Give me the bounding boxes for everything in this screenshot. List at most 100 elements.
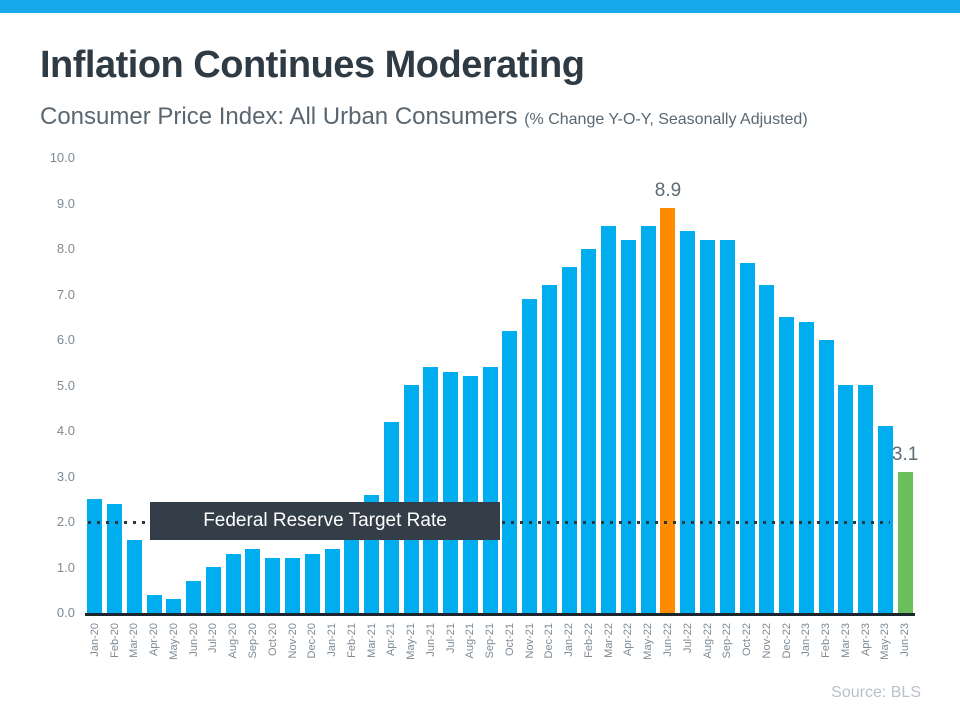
chart-bar-Apr-23 xyxy=(858,385,874,613)
chart-bar-Oct-22 xyxy=(739,263,755,613)
top-accent-bar xyxy=(0,0,960,13)
chart-bar-Nov-20 xyxy=(285,558,300,613)
x-axis-label: Sep-21 xyxy=(484,623,497,659)
x-axis-label: Dec-21 xyxy=(543,623,556,659)
x-axis-label: Oct-20 xyxy=(266,623,279,657)
chart-bar-Feb-20 xyxy=(107,504,123,613)
x-axis-label: Jan-23 xyxy=(800,623,813,657)
bar-value-label: 3.1 xyxy=(891,443,919,465)
chart-bar-Jul-21 xyxy=(443,372,459,613)
page-subtitle: Consumer Price Index: All Urban Consumer… xyxy=(40,103,940,131)
x-axis-label: Feb-23 xyxy=(820,623,833,658)
y-tick-label: 10.0 xyxy=(49,150,75,165)
y-tick-label: 4.0 xyxy=(56,423,75,438)
chart-bar-May-23 xyxy=(877,426,893,613)
x-axis-label: Dec-22 xyxy=(780,623,793,659)
fed-target-rate-label: Federal Reserve Target Rate xyxy=(150,502,500,540)
y-tick-label: 6.0 xyxy=(56,332,75,347)
x-axis-label: Nov-22 xyxy=(760,623,773,659)
y-tick-label: 8.0 xyxy=(56,241,75,256)
chart-bar-Jul-20 xyxy=(205,567,221,613)
x-axis-label: Mar-22 xyxy=(602,623,615,658)
x-axis-label: Aug-21 xyxy=(464,623,477,659)
y-tick-label: 9.0 xyxy=(56,195,75,211)
chart-bar-May-21 xyxy=(403,385,419,613)
source-note: Source: BLS xyxy=(831,684,921,701)
chart-bar-Jul-22 xyxy=(680,231,696,613)
x-axis-label: May-20 xyxy=(167,623,180,660)
x-axis-label: Jan-22 xyxy=(563,623,576,657)
y-tick-label: 5.0 xyxy=(56,377,75,393)
x-axis-label: Mar-20 xyxy=(128,623,141,658)
x-axis-line xyxy=(85,613,915,616)
chart-bar-Sep-21 xyxy=(482,367,498,613)
y-tick-label: 0.0 xyxy=(56,605,75,620)
chart-bar-May-20 xyxy=(166,599,182,613)
x-axis-label: May-22 xyxy=(642,623,655,660)
chart-bar-Feb-23 xyxy=(818,340,834,613)
x-axis-label: Jul-22 xyxy=(681,623,694,653)
chart-bar-Nov-22 xyxy=(759,285,775,613)
x-axis-label: Apr-21 xyxy=(385,623,398,657)
y-tick-label: 7.0 xyxy=(56,286,75,302)
x-axis-label: Apr-23 xyxy=(859,623,872,657)
chart-bar-Aug-22 xyxy=(700,240,715,613)
x-axis-label: Feb-20 xyxy=(108,623,121,658)
x-axis-label: Dec-20 xyxy=(306,623,319,659)
chart-bar-Dec-22 xyxy=(779,317,795,613)
x-axis-label: Aug-20 xyxy=(227,623,240,659)
chart-bar-Feb-22 xyxy=(581,249,597,613)
chart-bar-Jun-23 xyxy=(897,472,913,613)
x-axis-label: Jan-21 xyxy=(326,623,339,657)
chart-bar-Mar-23 xyxy=(838,385,854,613)
chart-bar-Feb-21 xyxy=(344,536,360,613)
chart-bar-Jun-20 xyxy=(186,581,202,613)
x-axis-label: Nov-21 xyxy=(523,623,536,659)
chart-bar-Apr-22 xyxy=(620,240,636,613)
x-axis-label: Feb-22 xyxy=(582,623,595,658)
x-axis-label: Aug-22 xyxy=(701,623,714,659)
page-title: Inflation Continues Moderating xyxy=(40,44,585,86)
chart-bar-Sep-20 xyxy=(245,549,261,613)
chart-bar-Mar-20 xyxy=(126,540,142,613)
x-axis-label: Sep-20 xyxy=(246,623,259,659)
chart-bar-Jan-21 xyxy=(324,549,340,613)
chart-bar-Jan-20 xyxy=(87,499,103,613)
chart-bar-Dec-21 xyxy=(541,285,557,613)
chart-bar-May-22 xyxy=(640,226,656,613)
x-axis-label: Jun-21 xyxy=(424,623,437,657)
subtitle-main: Consumer Price Index: All Urban Consumer… xyxy=(40,103,518,130)
chart-bar-Mar-22 xyxy=(601,226,617,613)
y-tick-label: 3.0 xyxy=(56,468,75,484)
x-axis-label: Jul-20 xyxy=(207,623,220,653)
chart-bar-Jun-22 xyxy=(660,208,676,613)
chart-bar-Oct-20 xyxy=(265,558,281,613)
x-axis-label: Mar-23 xyxy=(839,623,852,658)
x-axis-label: Apr-22 xyxy=(622,623,635,657)
chart-bar-Jun-21 xyxy=(423,367,439,613)
subtitle-note: (% Change Y-O-Y, Seasonally Adjusted) xyxy=(524,111,808,128)
chart-bar-Oct-21 xyxy=(502,331,518,613)
bar-value-label: 8.9 xyxy=(654,180,682,202)
chart-bar-Aug-20 xyxy=(225,554,241,613)
chart-bar-Aug-21 xyxy=(462,376,478,613)
x-axis-label: Feb-21 xyxy=(345,623,358,658)
x-axis-label: Oct-22 xyxy=(741,623,754,657)
x-axis-label: Jun-20 xyxy=(187,623,200,657)
y-tick-label: 1.0 xyxy=(56,559,75,575)
chart-bar-Apr-20 xyxy=(146,595,162,613)
chart-bar-Jan-23 xyxy=(798,322,814,613)
x-axis-label: Mar-21 xyxy=(365,623,378,658)
x-axis-label: Jun-22 xyxy=(661,623,674,657)
chart-bar-Sep-22 xyxy=(719,240,735,613)
x-axis-label: Jun-23 xyxy=(899,623,912,657)
chart-bar-Jan-22 xyxy=(561,267,577,613)
chart-bar-Nov-21 xyxy=(522,299,538,613)
x-axis-label: May-21 xyxy=(405,623,418,660)
x-axis-label: Oct-21 xyxy=(503,623,516,657)
x-axis-label: Apr-20 xyxy=(148,623,161,657)
x-axis-label: Nov-20 xyxy=(286,623,299,659)
chart-bar-Dec-20 xyxy=(304,554,320,613)
